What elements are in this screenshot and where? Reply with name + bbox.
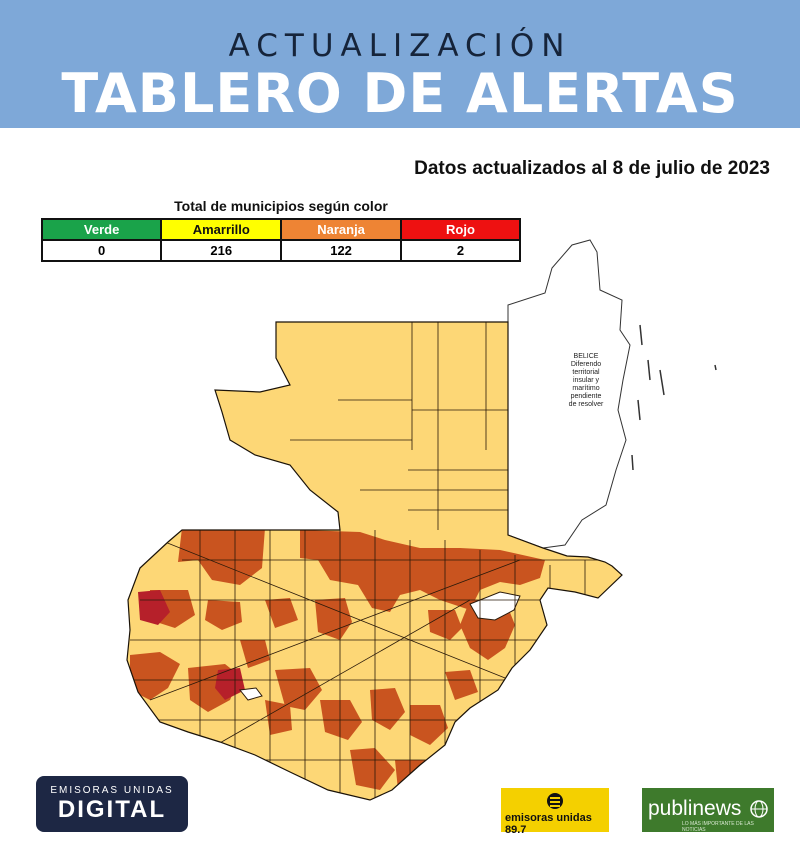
- date-note: Datos actualizados al 8 de julio de 2023: [414, 158, 770, 179]
- label-amarillo: Amarrillo: [160, 218, 283, 241]
- red-municipalities: [138, 590, 245, 700]
- value-verde: 0: [40, 239, 163, 262]
- value-naranja: 122: [280, 239, 402, 262]
- header-title: TABLERO DE ALERTAS: [61, 62, 739, 125]
- logo-text: publinews: [648, 797, 742, 820]
- publinews-logo: publinews LO MÁS IMPORTANTE DE LAS NOTIC…: [642, 788, 774, 833]
- header-banner: ACTUALIZACIÓN TABLERO DE ALERTAS: [0, 0, 800, 128]
- logo-tagline: LO MÁS IMPORTANTE DE LAS NOTICIAS: [682, 821, 754, 833]
- label-verde: Verde: [40, 218, 163, 241]
- summary-table: Total de municipios según color Verde Am…: [40, 198, 522, 262]
- lake-atitlan: [239, 687, 263, 701]
- summary-caption: Total de municipios según color: [174, 198, 388, 214]
- label-naranja: Naranja: [280, 218, 402, 241]
- belize-label-line: BELICE: [574, 353, 599, 360]
- belize-label-line: insular y: [573, 377, 600, 384]
- emisoras-unidas-radio-logo: emisoras unidas 89.7: [501, 788, 609, 836]
- logo-text: DIGITAL: [57, 796, 167, 823]
- value-amarillo: 216: [160, 239, 283, 262]
- label-rojo: Rojo: [399, 218, 522, 241]
- belize-label-line: marítimo: [572, 385, 599, 392]
- logo-text: emisoras unidas 89.7: [505, 812, 592, 836]
- header-subtitle: ACTUALIZACIÓN: [228, 28, 572, 64]
- globe-icon: [750, 800, 768, 818]
- belize-outline: [507, 239, 631, 549]
- belize-label: BELICE Diferendo territorial insular y m…: [569, 353, 604, 408]
- lake-izabal: [469, 591, 521, 621]
- emisoras-unidas-digital-logo: EMISORAS UNIDAS DIGITAL: [36, 776, 188, 832]
- guatemala-outline: [126, 321, 623, 801]
- value-rojo: 2: [399, 239, 522, 262]
- municipal-borders: [130, 322, 600, 800]
- belize-label-line: Diferendo: [571, 361, 601, 368]
- logo-text: EMISORAS UNIDAS: [50, 785, 174, 796]
- radio-logo-icon: [547, 793, 563, 809]
- belize-cays: [631, 324, 717, 471]
- belize-label-line: pendiente: [571, 393, 602, 400]
- belize-label-line: territorial: [572, 369, 600, 376]
- belize-label-line: de resolver: [569, 401, 604, 408]
